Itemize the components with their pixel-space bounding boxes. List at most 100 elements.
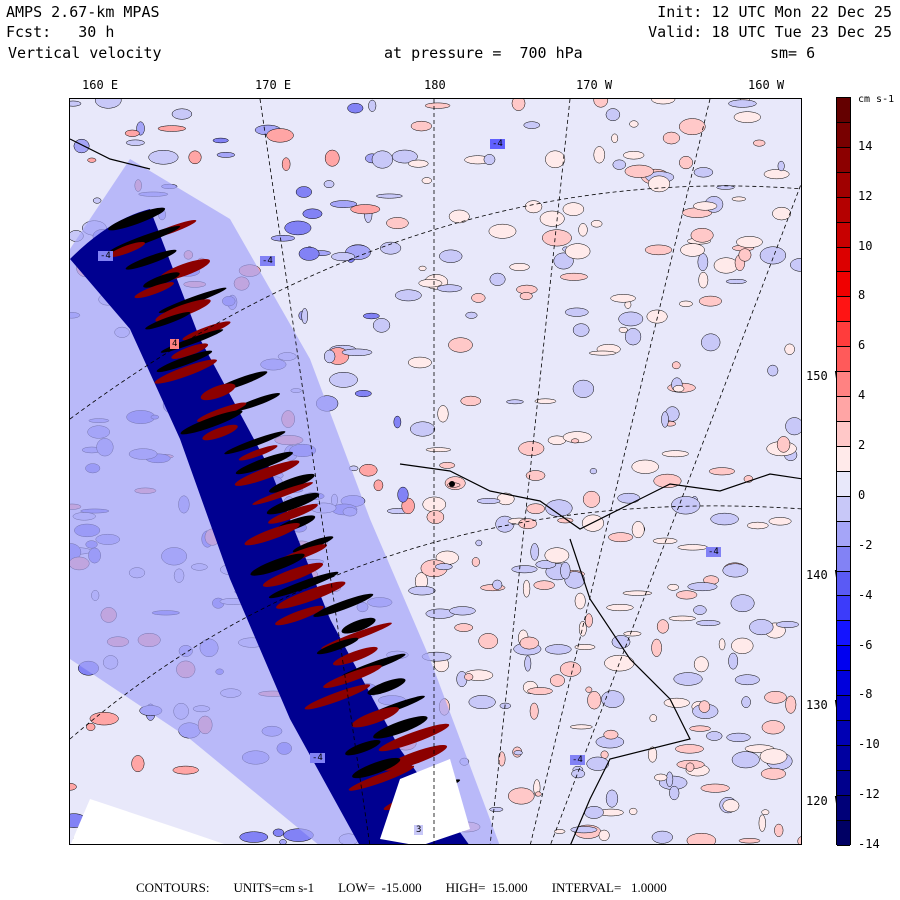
valid-time: Valid: 18 UTC Tue 23 Dec 25: [648, 23, 892, 41]
velocity-contour-cell: [425, 447, 451, 453]
velocity-contour-band: [158, 287, 227, 314]
velocity-contour-cell: [131, 755, 145, 773]
contour-label: -4: [706, 547, 721, 557]
velocity-contour-band: [224, 431, 286, 455]
velocity-contour-cell: [760, 767, 786, 780]
velocity-contour-cell: [629, 807, 638, 815]
forecast-hour: Fcst: 30 h: [6, 23, 115, 41]
velocity-contour-cell: [730, 594, 755, 613]
colorbar-tick-label: -6: [858, 637, 873, 652]
velocity-contour-band: [383, 744, 448, 771]
velocity-contour-cell: [523, 121, 541, 129]
colorbar-bin: [837, 272, 850, 298]
velocity-contour-cell: [380, 241, 402, 255]
velocity-contour-cell: [125, 139, 145, 146]
velocity-contour-cell: [693, 201, 718, 211]
velocity-contour-cell: [776, 621, 799, 628]
colorbar-tick-label: -2: [858, 537, 873, 552]
velocity-contour-cell: [605, 108, 621, 122]
velocity-contour-cell: [424, 102, 451, 109]
velocity-contour-cell: [524, 200, 543, 214]
velocity-contour-cell: [498, 751, 506, 767]
velocity-contour-cell: [749, 619, 774, 636]
velocity-contour-cell: [368, 99, 377, 112]
colorbar-bin: [837, 197, 850, 223]
velocity-contour-cell: [693, 167, 714, 178]
velocity-contour-cell: [647, 746, 658, 763]
velocity-contour-cell: [157, 125, 186, 132]
init-time: Init: 12 UTC Mon 22 Dec 25: [657, 3, 892, 21]
velocity-contour-cell: [623, 151, 645, 160]
velocity-contour-cell: [564, 307, 589, 317]
velocity-contour-cell: [590, 220, 603, 228]
velocity-contour-cell: [570, 826, 598, 834]
lon-label-180: 180: [424, 78, 446, 92]
velocity-contour-cell: [239, 831, 269, 843]
velocity-contour-band: [275, 605, 324, 626]
velocity-contour-cell: [324, 149, 340, 167]
velocity-contour-cell: [522, 579, 531, 598]
velocity-contour-cell: [651, 638, 662, 657]
velocity-contour-cell: [476, 498, 501, 504]
velocity-contour-band: [268, 571, 339, 599]
velocity-contour-cell: [559, 661, 582, 677]
high-value: HIGH= 15.000: [445, 880, 528, 895]
velocity-contour-cell: [436, 284, 463, 293]
velocity-contour-band: [269, 473, 315, 493]
velocity-contour-cell: [716, 185, 735, 190]
velocity-contour-cell: [629, 120, 639, 128]
velocity-contour-cell: [790, 258, 801, 272]
velocity-contour-band: [332, 646, 378, 666]
velocity-contour-cell: [631, 521, 645, 539]
velocity-contour-cell: [550, 674, 565, 687]
velocity-contour-cell: [519, 292, 533, 301]
velocity-contour-cell: [270, 235, 295, 242]
velocity-contour-cell: [584, 613, 593, 628]
colorbar-tick-label: 14: [858, 138, 873, 153]
velocity-contour-cell: [272, 828, 285, 837]
velocity-contour-band: [200, 383, 236, 401]
velocity-contour-cell: [323, 180, 335, 189]
velocity-contour-cell: [718, 638, 726, 651]
velocity-contour-cell: [545, 644, 572, 655]
velocity-contour-cell: [700, 783, 730, 793]
velocity-contour-cell: [323, 349, 336, 364]
velocity-contour-cell: [86, 723, 96, 731]
velocity-contour-cell: [560, 561, 571, 580]
velocity-contour-cell: [535, 560, 557, 569]
velocity-contour-band: [266, 492, 320, 515]
velocity-contour-cell: [610, 294, 636, 303]
velocity-contour-cell: [585, 686, 593, 693]
contour-label: -4: [98, 251, 113, 261]
velocity-contour-cell: [435, 563, 453, 571]
velocity-contour-cell: [747, 521, 769, 530]
velocity-contour-cell: [171, 108, 193, 120]
velocity-contour-band: [156, 350, 213, 373]
velocity-contour-cell: [677, 544, 708, 551]
velocity-contour-cell: [763, 169, 790, 180]
velocity-contour-cell: [648, 175, 671, 193]
colorbar-tick-label: -10: [858, 737, 880, 752]
velocity-contour-cell: [671, 496, 701, 515]
velocity-contour-cell: [589, 468, 598, 475]
velocity-contour-cell: [689, 725, 711, 732]
velocity-contour-cell: [649, 714, 658, 723]
velocity-contour-cell: [373, 479, 384, 492]
velocity-contour-cell: [565, 243, 591, 260]
velocity-contour-cell: [302, 208, 323, 219]
velocity-contour-cell: [426, 510, 445, 524]
velocity-contour-cell: [266, 128, 294, 143]
velocity-contour-cell: [676, 590, 698, 600]
velocity-contour-cell: [679, 300, 693, 307]
velocity-contour-cell: [492, 579, 503, 590]
colorbar-bin: [837, 820, 850, 846]
velocity-contour-cell: [693, 605, 707, 615]
velocity-contour-band: [234, 460, 300, 486]
velocity-contour-cell: [696, 620, 721, 626]
velocity-contour-cell: [673, 672, 703, 686]
velocity-contour-cell: [578, 223, 588, 237]
velocity-contour-cell: [397, 486, 409, 503]
velocity-contour-cell: [572, 379, 594, 398]
velocity-contour-cell: [598, 829, 610, 842]
